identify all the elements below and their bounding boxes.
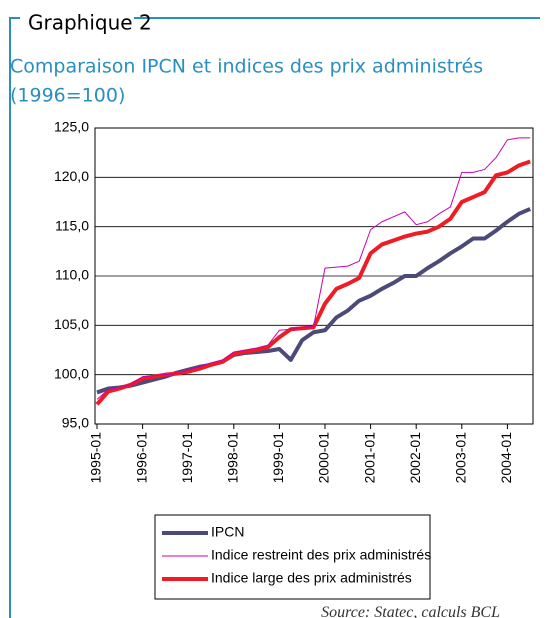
x-tick-label: 1996-01 bbox=[133, 432, 149, 484]
chart-title: Comparaison IPCN et indices des prix adm… bbox=[10, 56, 483, 78]
x-tick-label: 2002-01 bbox=[407, 432, 423, 484]
legend-label: IPCN bbox=[211, 524, 244, 540]
y-tick-label: 120,0 bbox=[54, 168, 89, 184]
series-line bbox=[96, 207, 531, 395]
x-tick-label: 2001-01 bbox=[361, 432, 377, 484]
legend bbox=[154, 514, 431, 600]
x-tick-label: 1997-01 bbox=[179, 432, 195, 484]
header: Graphique 2 bbox=[28, 11, 152, 35]
source: Source: Statec, calculs BCL bbox=[321, 604, 500, 618]
frame bbox=[9, 17, 20, 618]
series-line bbox=[96, 137, 531, 400]
x-tick-label: 2003-01 bbox=[453, 432, 469, 484]
chart-subtitle: (1996=100) bbox=[10, 85, 125, 107]
x-tick-label: 2004-01 bbox=[498, 432, 514, 484]
y-tick-label: 95,0 bbox=[62, 415, 89, 431]
x-tick-label: 1999-01 bbox=[270, 432, 286, 484]
x-tick-label: 1995-01 bbox=[88, 432, 104, 484]
x-tick-label: 2000-01 bbox=[316, 432, 332, 484]
y-tick-label: 110,0 bbox=[55, 267, 89, 283]
y-tick-label: 100,0 bbox=[54, 365, 89, 381]
y-tick-label: 125,0 bbox=[54, 119, 89, 135]
legend-label: Indice large des prix administrés bbox=[211, 570, 412, 586]
x-tick-label: 1998-01 bbox=[225, 432, 241, 484]
series-line bbox=[95, 159, 531, 406]
y-tick-label: 105,0 bbox=[54, 316, 89, 332]
y-tick-label: 115,0 bbox=[55, 217, 89, 233]
legend-label: Indice restreint des prix administrés bbox=[211, 547, 431, 563]
